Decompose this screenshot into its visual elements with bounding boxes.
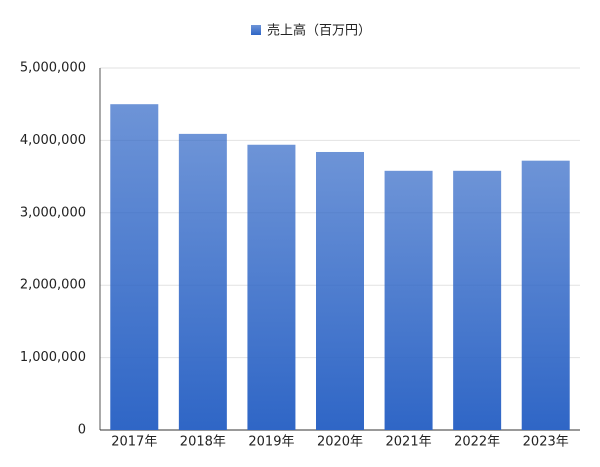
- y-tick-label: 0: [78, 423, 86, 438]
- bar: [316, 151, 364, 430]
- bar: [521, 160, 570, 430]
- legend-label: 売上高（百万円）: [267, 23, 371, 39]
- y-tick-label: 3,000,000: [20, 205, 86, 220]
- x-tick-label: 2021年: [386, 435, 432, 450]
- legend-swatch: [251, 25, 261, 35]
- y-tick-label: 2,000,000: [20, 278, 86, 293]
- x-tick-label: 2017年: [111, 435, 157, 450]
- x-tick-label: 2020年: [317, 435, 363, 450]
- bar: [247, 144, 296, 430]
- x-tick-label: 2019年: [248, 435, 294, 450]
- bar: [453, 170, 502, 431]
- y-tick-label: 1,000,000: [20, 350, 86, 365]
- x-tick-label: 2023年: [523, 435, 569, 450]
- bar: [178, 133, 227, 430]
- y-tick-label: 5,000,000: [20, 61, 86, 76]
- bar: [384, 170, 433, 431]
- bar: [110, 104, 159, 430]
- x-tick-label: 2018年: [180, 435, 226, 450]
- y-tick-label: 4,000,000: [20, 133, 86, 148]
- x-tick-label: 2022年: [454, 435, 500, 450]
